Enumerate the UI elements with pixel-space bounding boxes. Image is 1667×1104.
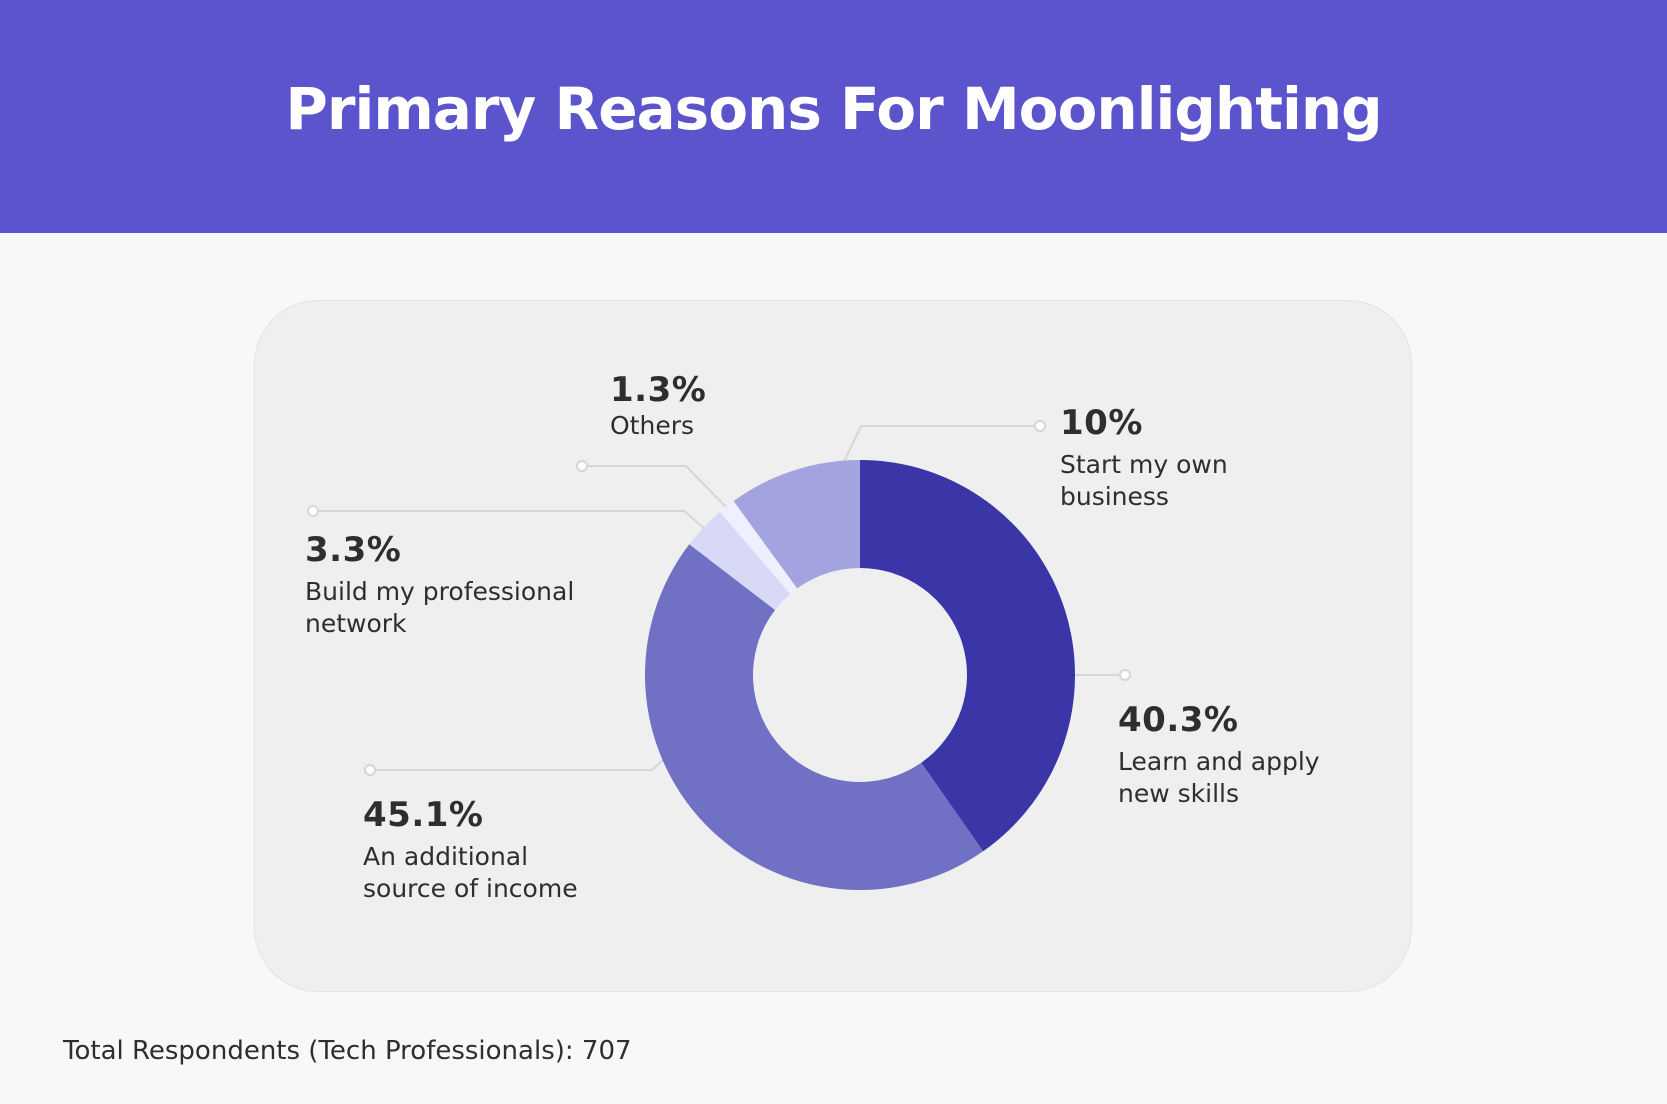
- leader-dot: [576, 460, 588, 472]
- slice-own-business: [733, 460, 860, 589]
- leader-line: [582, 465, 731, 512]
- slice-category-label: Build my professional network: [305, 577, 575, 638]
- slice-value-label: 10%: [1060, 403, 1143, 443]
- respondents-note: Total Respondents (Tech Professionals): …: [63, 1036, 632, 1066]
- slice-value-label: 3.3%: [305, 530, 402, 570]
- callout-business: 10% Start my own business: [1060, 403, 1260, 513]
- callout-income: 45.1% An additional source of income: [363, 795, 593, 905]
- leader-line: [313, 510, 707, 531]
- callout-others: 1.3% Others: [610, 370, 706, 442]
- slice-value-label: 1.3%: [610, 370, 707, 410]
- slice-category-label: Start my own business: [1060, 450, 1228, 511]
- leader-dot: [364, 764, 376, 776]
- leader-dot: [1119, 669, 1131, 681]
- header-banner: Primary Reasons For Moonlighting: [0, 0, 1667, 233]
- slice-others: [719, 501, 798, 594]
- slice-additional-income: [644, 544, 984, 891]
- slice-category-label: Others: [610, 411, 695, 440]
- leader-line: [370, 757, 666, 771]
- donut-slices: [644, 460, 1075, 891]
- slice-value-label: 45.1%: [363, 795, 484, 835]
- slice-learn-skills: [860, 460, 1075, 852]
- slice-category-label: Learn and apply new skills: [1118, 747, 1320, 808]
- slice-professional-network: [689, 511, 791, 610]
- callout-learn: 40.3% Learn and apply new skills: [1118, 700, 1348, 810]
- slice-value-label: 40.3%: [1118, 700, 1239, 740]
- slice-category-label: An additional source of income: [363, 842, 578, 903]
- page-title: Primary Reasons For Moonlighting: [285, 74, 1382, 143]
- leader-line: [843, 425, 1040, 463]
- leader-dot: [1034, 420, 1046, 432]
- callout-network: 3.3% Build my professional network: [305, 530, 595, 640]
- leader-dot: [307, 505, 319, 517]
- leader-lines: [307, 420, 1131, 776]
